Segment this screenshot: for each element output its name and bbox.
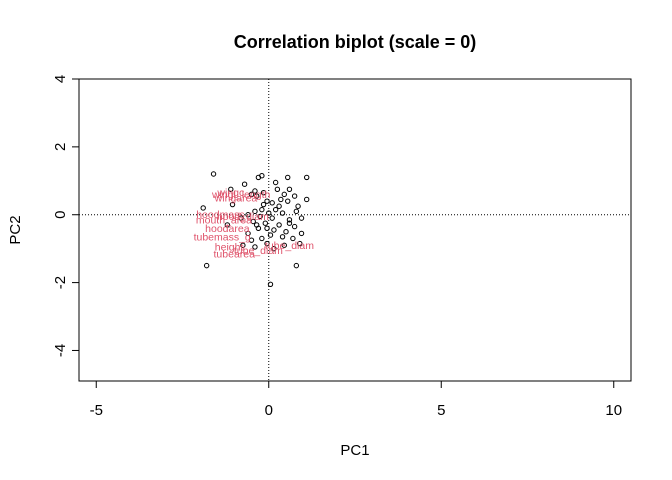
x-tick-label: -5 — [90, 402, 103, 419]
score-point — [286, 220, 293, 226]
variable-label: tubearea — [214, 248, 256, 260]
x-tick-label: 0 — [265, 402, 273, 419]
score-point — [240, 242, 246, 248]
y-tick-label: -2 — [52, 276, 69, 289]
score-point — [264, 225, 270, 232]
chart-title: Correlation biplot (scale = 0) — [234, 32, 477, 52]
score-point — [253, 222, 260, 228]
variable-label: wingl_length — [211, 189, 271, 201]
score-point — [285, 174, 291, 181]
score-point — [297, 240, 303, 247]
score-point — [283, 228, 289, 235]
score-point — [259, 206, 265, 213]
x-axis: -5 0 5 10 — [90, 380, 622, 419]
score-point — [285, 198, 291, 204]
score-point — [259, 235, 265, 242]
score-point — [264, 240, 270, 247]
plot-frame — [78, 78, 632, 382]
score-point — [203, 262, 210, 269]
y-tick-label: -4 — [52, 344, 69, 357]
score-point — [281, 242, 287, 248]
variable-label: tube_diam — [234, 245, 283, 257]
score-point — [245, 212, 251, 218]
score-point — [276, 222, 282, 228]
score-point — [228, 186, 234, 192]
score-point — [278, 196, 284, 203]
x-tick-label: 5 — [437, 402, 445, 419]
score-point — [267, 281, 274, 287]
x-axis-label: PC1 — [340, 442, 369, 459]
variable-label: hoodarea — [205, 223, 250, 235]
score-point — [260, 201, 267, 208]
x-tick-label: 10 — [605, 402, 622, 419]
score-point — [266, 210, 272, 216]
variable-label: hoodmass — [196, 209, 244, 221]
variable-label: wingarea — [214, 192, 258, 204]
score-point — [262, 220, 268, 226]
score-point — [304, 196, 310, 203]
score-point — [272, 179, 279, 186]
variable-label: height — [215, 241, 244, 253]
score-point — [245, 230, 251, 237]
score-point — [241, 181, 248, 187]
score-point — [304, 174, 310, 181]
score-points — [200, 171, 310, 287]
score-point — [286, 217, 293, 223]
score-point — [257, 213, 263, 220]
variable-label: mouth_area — [196, 214, 252, 226]
score-point — [276, 203, 282, 209]
score-point — [253, 193, 260, 199]
variable-label: hood_diam — [217, 211, 269, 223]
score-point — [290, 235, 296, 242]
score-point — [286, 186, 293, 192]
score-point — [259, 173, 265, 179]
variable-label: tubemass_g — [194, 231, 251, 243]
score-point — [269, 200, 275, 206]
y-tick-label: 4 — [52, 75, 69, 83]
score-point — [238, 215, 244, 221]
score-point — [248, 237, 255, 243]
y-axis-label: PC2 — [7, 215, 24, 244]
y-tick-label: 2 — [52, 143, 69, 151]
score-point — [269, 215, 275, 221]
score-point — [295, 203, 301, 209]
score-point — [291, 223, 298, 230]
score-point — [272, 206, 279, 213]
reference-lines — [79, 79, 631, 381]
y-tick-label: 0 — [52, 211, 69, 219]
score-point — [267, 232, 274, 238]
y-axis: -4 -2 0 2 4 — [52, 75, 80, 357]
score-point — [274, 186, 281, 192]
score-point — [271, 227, 277, 233]
variable-label: tube_diam — [265, 240, 314, 252]
score-point — [298, 215, 305, 221]
score-point — [229, 201, 236, 208]
score-point — [279, 210, 286, 216]
score-point — [252, 208, 258, 215]
score-point — [271, 245, 277, 252]
score-point — [260, 189, 267, 196]
score-point — [250, 218, 256, 225]
score-point — [298, 230, 305, 237]
score-point — [248, 191, 255, 198]
score-point — [252, 188, 258, 194]
score-point — [281, 191, 287, 198]
score-point — [264, 198, 270, 204]
score-point — [279, 234, 286, 240]
score-point — [200, 205, 206, 211]
score-point — [293, 262, 300, 269]
score-point — [252, 244, 258, 250]
score-point — [210, 171, 217, 177]
score-point — [293, 208, 300, 215]
score-point — [224, 222, 231, 228]
variable-label: wingc — [216, 187, 244, 199]
score-point — [291, 193, 298, 199]
